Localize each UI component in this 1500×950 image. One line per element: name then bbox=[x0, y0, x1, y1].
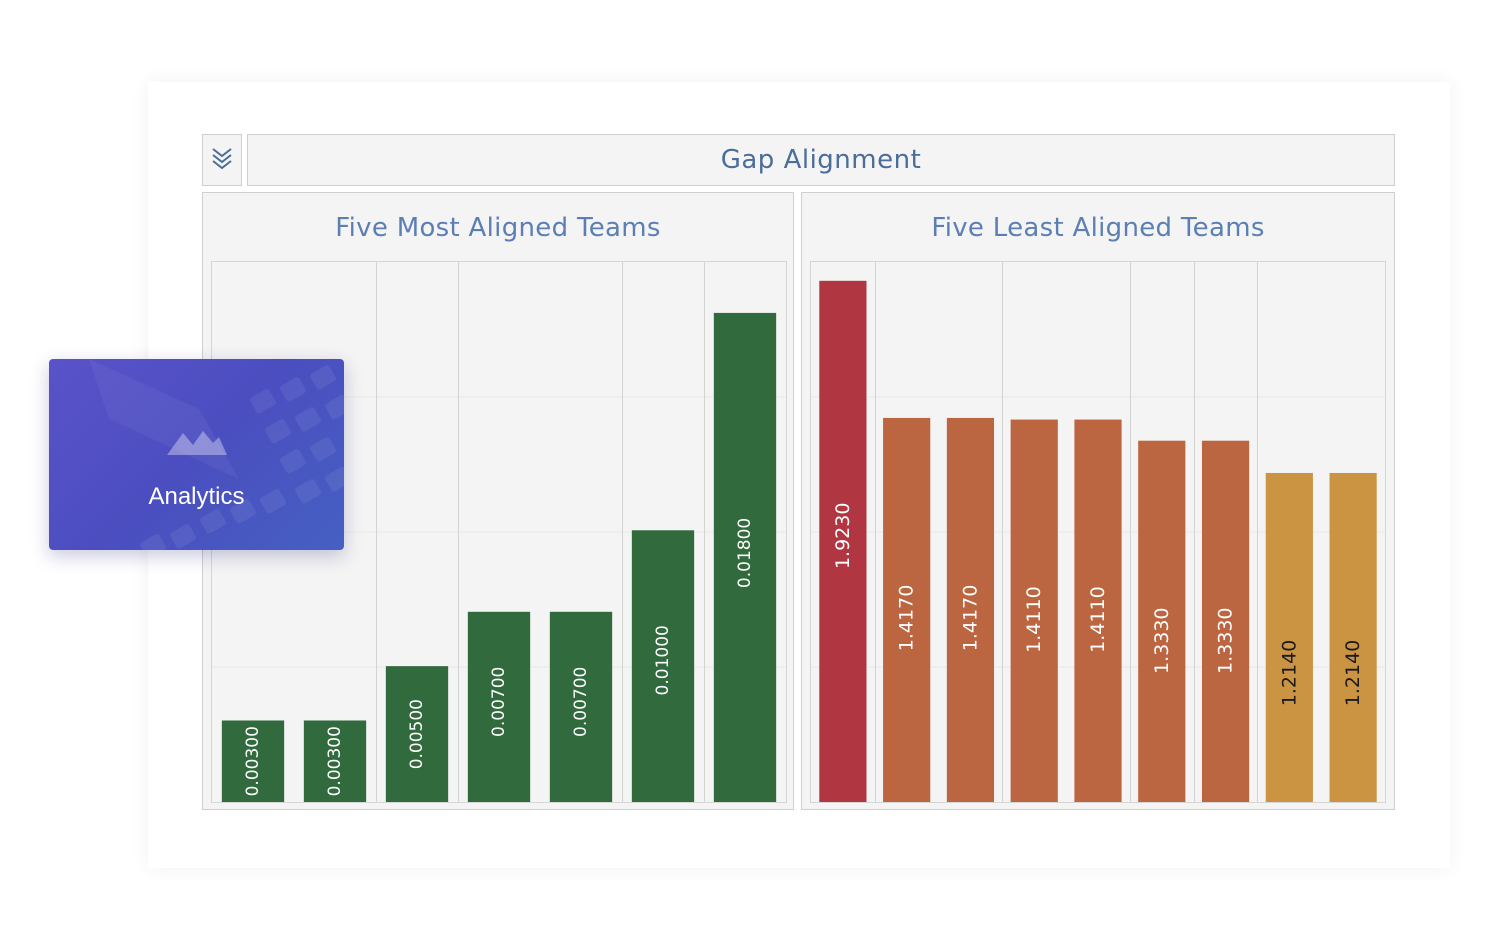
most-aligned-panel: Five Most Aligned Teams 0.00300 0.00300 0.… bbox=[202, 192, 794, 810]
bar-value-label: 0.00700 bbox=[571, 667, 591, 737]
double-chevron-down-icon bbox=[210, 145, 234, 175]
bar[interactable] bbox=[1329, 472, 1377, 802]
bar[interactable] bbox=[1265, 472, 1313, 802]
bar[interactable] bbox=[713, 312, 777, 802]
keyboard-background-image bbox=[89, 359, 344, 550]
bar[interactable] bbox=[1010, 419, 1058, 802]
bar[interactable] bbox=[631, 530, 695, 802]
bar[interactable] bbox=[883, 417, 931, 802]
analytics-tile[interactable]: Analytics bbox=[49, 359, 344, 550]
dashboard-title: Gap Alignment bbox=[720, 145, 922, 175]
collapse-toggle-button[interactable] bbox=[202, 134, 242, 186]
least-aligned-title: Five Least Aligned Teams bbox=[931, 213, 1265, 243]
bar-value-label: 1.4110 bbox=[1087, 586, 1109, 652]
bar-value-label: 1.4170 bbox=[896, 585, 918, 651]
most-aligned-bars: 0.00300 0.00300 0.00500 0.00700 0.00700 0.010… bbox=[212, 262, 786, 802]
dashboard-header: Gap Alignment bbox=[247, 134, 1395, 186]
bar-value-label: 0.00500 bbox=[407, 699, 427, 769]
most-aligned-chart: 0.00300 0.00300 0.00500 0.00700 0.00700 0.010… bbox=[211, 261, 787, 803]
bar-value-label: 1.4170 bbox=[959, 585, 981, 651]
least-aligned-chart: 1.9230 1.4170 1.4170 1.4110 1.4110 1.3330 1.33… bbox=[810, 261, 1386, 803]
bar-value-label: 0.01000 bbox=[653, 625, 673, 695]
mountains-icon bbox=[165, 425, 229, 461]
bar-value-label: 0.00700 bbox=[489, 667, 509, 737]
bar-value-label: 0.01800 bbox=[735, 518, 755, 588]
bar-value-label: 1.3330 bbox=[1151, 607, 1173, 673]
analytics-label: Analytics bbox=[148, 483, 245, 510]
bar[interactable] bbox=[467, 611, 531, 802]
bar[interactable] bbox=[385, 666, 449, 802]
bar[interactable] bbox=[303, 720, 367, 802]
bar-value-label: 1.3330 bbox=[1215, 607, 1237, 673]
bar[interactable] bbox=[1201, 440, 1250, 802]
bar[interactable] bbox=[946, 417, 995, 802]
bar[interactable] bbox=[819, 280, 867, 802]
most-aligned-title: Five Most Aligned Teams bbox=[335, 213, 661, 243]
bar-value-label: 0.00300 bbox=[325, 726, 345, 796]
bar[interactable] bbox=[1074, 419, 1122, 802]
bar-value-label: 1.2140 bbox=[1278, 640, 1300, 706]
bar[interactable] bbox=[549, 611, 613, 802]
bar-value-label: 0.00300 bbox=[243, 726, 263, 796]
bar-value-label: 1.2140 bbox=[1342, 640, 1364, 706]
bar-value-label: 1.4110 bbox=[1023, 586, 1045, 652]
bar-value-label: 1.9230 bbox=[832, 503, 854, 569]
least-aligned-panel: Five Least Aligned Teams 1.9230 1.4170 1.4… bbox=[801, 192, 1395, 810]
bar[interactable] bbox=[1138, 440, 1186, 802]
bar[interactable] bbox=[221, 720, 285, 802]
least-aligned-bars: 1.9230 1.4170 1.4170 1.4110 1.4110 1.3330 1.33… bbox=[811, 262, 1385, 802]
